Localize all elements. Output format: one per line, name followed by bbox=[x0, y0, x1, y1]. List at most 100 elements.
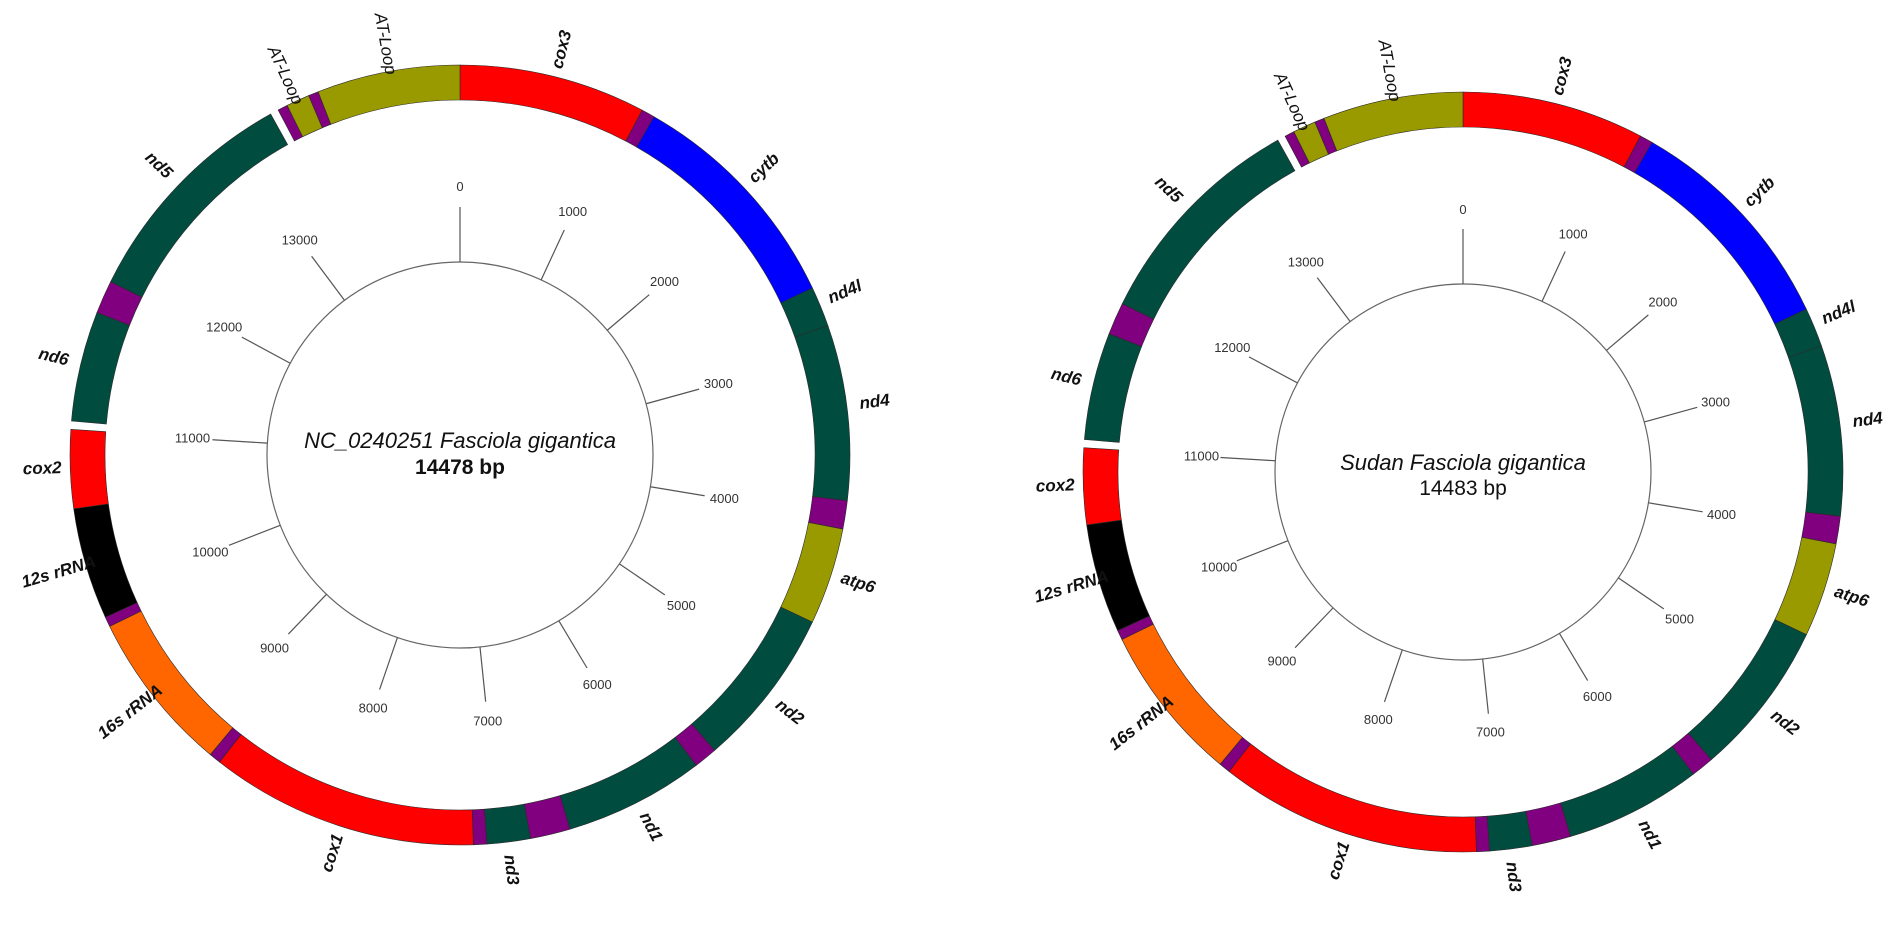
scale-tick bbox=[1482, 658, 1490, 714]
scale-tick bbox=[1648, 502, 1703, 513]
map-title: NC_0240251 Fasciola gigantica bbox=[304, 428, 616, 453]
gene-label-cytb: cytb bbox=[745, 149, 783, 187]
gene-segment-atp6 bbox=[780, 522, 844, 623]
scale-tick-label: 10000 bbox=[192, 545, 228, 560]
gene-label-nd4: nd4 bbox=[858, 390, 891, 413]
gene-label-cox1: cox1 bbox=[1324, 839, 1354, 882]
scale-tick-label: 3000 bbox=[1701, 394, 1730, 409]
scale-tick-label: 6000 bbox=[1583, 689, 1612, 704]
map-length: 14483 bp bbox=[1419, 477, 1507, 500]
scale-tick-label: 4000 bbox=[710, 491, 739, 506]
gene-label-nd4l: nd4l bbox=[825, 276, 866, 308]
scale-tick bbox=[241, 336, 291, 364]
scale-tick bbox=[606, 294, 650, 331]
gene-segment-trna bbox=[1474, 815, 1490, 853]
gene-label-16s-rrna: 16s rRNA bbox=[94, 681, 166, 743]
gene-label-nd3: nd3 bbox=[1502, 861, 1525, 894]
gene-segment-nd4 bbox=[1788, 345, 1844, 517]
gene-label-cox2: cox2 bbox=[1036, 475, 1076, 495]
scale-tick bbox=[1248, 356, 1298, 384]
scale-tick bbox=[540, 229, 565, 281]
scale-tick bbox=[287, 593, 327, 635]
gene-label-at-loop: AT-Loop bbox=[1374, 37, 1404, 103]
sudan-genome-map: Sudan Fasciola gigantica 14483 bp 0 1000 2… bbox=[1032, 37, 1884, 893]
gene-segment-nd4 bbox=[794, 325, 851, 502]
gene-segment-nd5 bbox=[110, 113, 289, 298]
gene-segment-cox2 bbox=[1082, 447, 1122, 526]
scale-tick-label: 9000 bbox=[1267, 653, 1296, 668]
gene-segment-nd1 bbox=[1560, 745, 1694, 837]
gene-segment-cox1 bbox=[219, 734, 474, 846]
gene-segment-trna bbox=[471, 808, 488, 846]
scale-tick bbox=[1617, 577, 1665, 610]
scale-tick bbox=[645, 388, 700, 405]
gene-segment-at-loop bbox=[1323, 91, 1464, 152]
scale-tick-label: 1000 bbox=[1559, 226, 1588, 241]
scale-tick bbox=[619, 563, 666, 596]
gene-segment-nd2 bbox=[1688, 619, 1807, 761]
gene-label-cox3: cox3 bbox=[547, 28, 575, 71]
scale-tick-label: 11000 bbox=[1184, 448, 1219, 463]
scale-tick bbox=[1294, 607, 1334, 649]
scale-tick bbox=[558, 620, 588, 669]
scale-tick-label: 12000 bbox=[206, 320, 242, 335]
scale-tick-label: 2000 bbox=[1648, 295, 1677, 310]
gene-label-nd4: nd4 bbox=[1851, 408, 1884, 431]
gene-segment-nd3 bbox=[484, 803, 531, 845]
gene-segment-cox1 bbox=[1228, 743, 1477, 853]
scale-tick-label: 5000 bbox=[1665, 612, 1694, 627]
scale-tick-label: 5000 bbox=[667, 598, 696, 613]
gene-label-12s-rrna: 12s rRNA bbox=[19, 552, 98, 592]
scale-tick bbox=[1383, 649, 1403, 703]
gene-segment-cox2 bbox=[69, 429, 109, 510]
scale-tick-label: 7000 bbox=[1476, 725, 1505, 740]
gene-segment-nd6 bbox=[1084, 333, 1142, 443]
gene-label-cox2: cox2 bbox=[23, 458, 63, 478]
scale-tick bbox=[1606, 314, 1649, 351]
scale-tick-label: 0 bbox=[1459, 202, 1466, 217]
scale-tick bbox=[379, 637, 398, 690]
gene-label-16s-rrna: 16s rRNA bbox=[1105, 692, 1177, 754]
scale-tick-label: 3000 bbox=[704, 376, 733, 391]
gene-label-nd3: nd3 bbox=[500, 854, 523, 887]
scale-tick-label: 7000 bbox=[473, 714, 502, 729]
scale-tick-label: 2000 bbox=[650, 274, 679, 289]
gene-segment-nd3 bbox=[1486, 810, 1533, 852]
scale-tick bbox=[650, 486, 705, 497]
gene-label-cox1: cox1 bbox=[317, 832, 347, 875]
gene-segment-nd6 bbox=[71, 312, 130, 425]
scale-tick bbox=[311, 255, 346, 301]
gene-segment-nd1 bbox=[559, 737, 697, 830]
map-length: 14478 bp bbox=[415, 456, 505, 479]
gene-label-cytb: cytb bbox=[1740, 173, 1778, 211]
gene-label-atp6: atp6 bbox=[1832, 582, 1872, 611]
gene-label-nd6: nd6 bbox=[1049, 364, 1083, 390]
gene-label-cox3: cox3 bbox=[1548, 55, 1576, 98]
scale-tick-label: 0 bbox=[456, 179, 463, 194]
scale-tick bbox=[228, 524, 281, 546]
gene-segment-cox3 bbox=[1462, 91, 1641, 168]
scale-tick-label: 13000 bbox=[1288, 254, 1324, 269]
gene-label-nd2: nd2 bbox=[772, 695, 808, 729]
gene-label-at-loop: AT-Loop bbox=[263, 42, 307, 108]
gene-segment-atp6 bbox=[1774, 536, 1837, 636]
gene-label-nd2: nd2 bbox=[1767, 706, 1803, 740]
scale-tick-label: 10000 bbox=[1201, 560, 1237, 575]
scale-tick bbox=[1220, 456, 1276, 462]
scale-tick-label: 12000 bbox=[1214, 340, 1250, 355]
scale-tick-label: 1000 bbox=[558, 204, 587, 219]
gene-label-nd5: nd5 bbox=[142, 148, 177, 183]
scale-tick bbox=[1558, 633, 1589, 681]
gene-segment-cox3 bbox=[459, 64, 643, 142]
scale-tick-label: 4000 bbox=[1707, 507, 1736, 522]
scale-tick-label: 11000 bbox=[175, 431, 210, 446]
gene-label-at-loop: AT-Loop bbox=[1270, 68, 1314, 133]
scale-tick-label: 8000 bbox=[1364, 712, 1393, 727]
scale-tick-label: 8000 bbox=[359, 701, 388, 716]
gene-label-nd1: nd1 bbox=[1635, 817, 1666, 853]
scale-tick bbox=[1236, 540, 1289, 562]
scale-tick-label: 6000 bbox=[583, 677, 612, 692]
scale-tick bbox=[212, 439, 268, 444]
gene-label-nd6: nd6 bbox=[37, 344, 71, 370]
